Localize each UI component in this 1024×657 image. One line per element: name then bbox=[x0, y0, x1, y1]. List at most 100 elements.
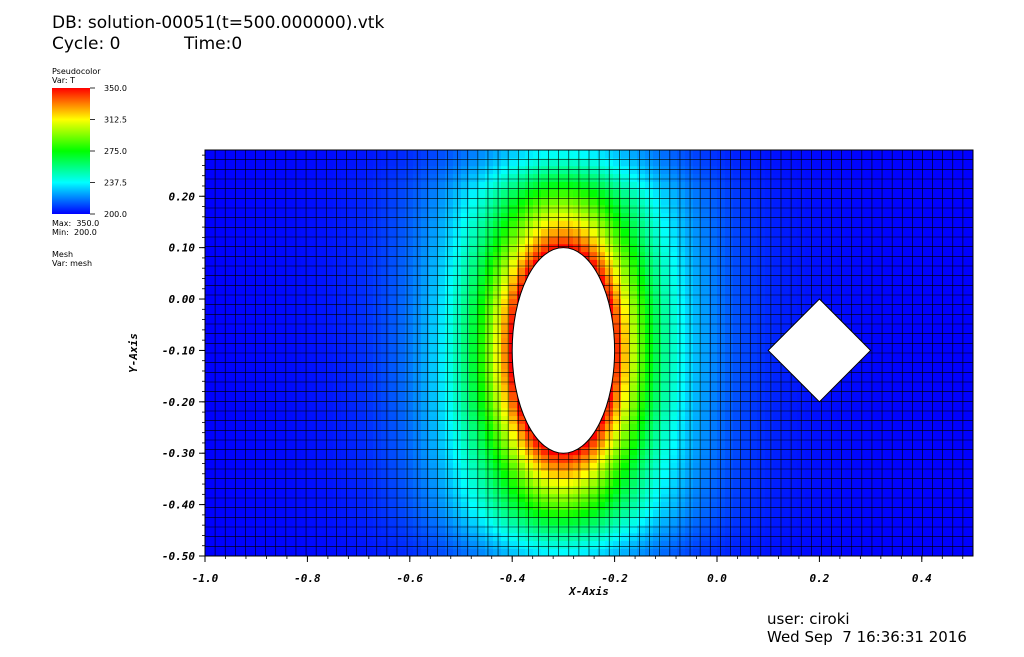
field-cell bbox=[917, 313, 926, 323]
field-cell bbox=[581, 173, 590, 182]
field-cell bbox=[205, 353, 214, 362]
field-cell bbox=[373, 524, 382, 534]
field-cell bbox=[733, 431, 742, 440]
field-cell bbox=[885, 165, 894, 175]
field-cell bbox=[909, 477, 918, 487]
field-cell bbox=[253, 353, 262, 362]
field-cell bbox=[557, 173, 566, 182]
field-cell bbox=[477, 376, 486, 385]
field-cell bbox=[429, 157, 438, 167]
field-cell bbox=[597, 477, 606, 487]
field-cell bbox=[445, 438, 454, 448]
field-cell bbox=[613, 321, 622, 331]
field-cell bbox=[917, 298, 926, 307]
field-cell bbox=[957, 204, 966, 214]
field-cell bbox=[885, 306, 894, 315]
field-cell bbox=[269, 540, 278, 549]
field-cell bbox=[477, 259, 486, 268]
field-cell bbox=[437, 196, 446, 206]
field-cell bbox=[333, 423, 342, 432]
field-cell bbox=[317, 438, 326, 448]
field-cell bbox=[477, 524, 486, 534]
field-cell bbox=[917, 501, 926, 510]
field-cell bbox=[733, 516, 742, 526]
field-cell bbox=[445, 407, 454, 417]
field-cell bbox=[853, 228, 862, 237]
field-cell bbox=[717, 516, 726, 526]
field-cell bbox=[293, 446, 302, 456]
field-cell bbox=[645, 392, 654, 401]
field-cell bbox=[381, 259, 390, 268]
field-cell bbox=[949, 173, 958, 182]
field-cell bbox=[701, 181, 710, 190]
field-cell bbox=[949, 157, 958, 167]
field-cell bbox=[629, 415, 638, 424]
field-cell bbox=[885, 485, 894, 495]
field-cell bbox=[837, 306, 846, 315]
field-cell bbox=[645, 462, 654, 471]
field-cell bbox=[693, 204, 702, 214]
field-cell bbox=[405, 485, 414, 495]
field-cell bbox=[333, 392, 342, 401]
field-cell bbox=[629, 399, 638, 409]
field-cell bbox=[573, 212, 582, 221]
field-cell bbox=[869, 485, 878, 495]
field-cell bbox=[925, 212, 934, 221]
field-cell bbox=[517, 477, 526, 487]
field-cell bbox=[349, 337, 358, 346]
field-cell bbox=[813, 220, 822, 229]
field-cell bbox=[213, 423, 222, 432]
field-cell bbox=[333, 274, 342, 284]
field-cell bbox=[429, 376, 438, 385]
field-cell bbox=[429, 399, 438, 409]
field-cell bbox=[677, 524, 686, 534]
field-cell bbox=[573, 485, 582, 495]
field-cell bbox=[429, 243, 438, 253]
field-cell bbox=[533, 470, 542, 479]
field-cell bbox=[621, 321, 630, 331]
field-cell bbox=[405, 321, 414, 331]
field-cell bbox=[621, 189, 630, 198]
field-cell bbox=[629, 501, 638, 510]
field-cell bbox=[757, 353, 766, 362]
field-cell bbox=[941, 196, 950, 206]
field-cell bbox=[765, 360, 774, 370]
field-cell bbox=[445, 485, 454, 495]
field-cell bbox=[853, 189, 862, 198]
field-cell bbox=[789, 313, 798, 323]
field-cell bbox=[485, 150, 494, 159]
mesh-legend-variable: Var: mesh bbox=[52, 259, 93, 268]
field-cell bbox=[333, 360, 342, 370]
field-cell bbox=[333, 477, 342, 487]
field-cell bbox=[653, 181, 662, 190]
field-cell bbox=[701, 360, 710, 370]
field-cell bbox=[581, 501, 590, 510]
field-cell bbox=[581, 150, 590, 159]
field-cell bbox=[725, 384, 734, 393]
field-cell bbox=[829, 477, 838, 487]
field-cell bbox=[773, 251, 782, 260]
field-cell bbox=[373, 306, 382, 315]
field-cell bbox=[957, 540, 966, 549]
field-cell bbox=[917, 165, 926, 175]
field-cell bbox=[381, 454, 390, 463]
field-cell bbox=[701, 392, 710, 401]
field-cell bbox=[597, 235, 606, 245]
field-cell bbox=[645, 274, 654, 284]
field-cell bbox=[349, 306, 358, 315]
field-cell bbox=[453, 423, 462, 432]
field-cell bbox=[685, 477, 694, 487]
field-cell bbox=[861, 509, 870, 518]
field-cell bbox=[933, 267, 942, 276]
field-cell bbox=[517, 431, 526, 440]
field-cell bbox=[245, 267, 254, 276]
field-cell bbox=[949, 204, 958, 214]
field-cell bbox=[309, 516, 318, 526]
field-cell bbox=[765, 157, 774, 167]
field-cell bbox=[573, 470, 582, 479]
field-cell bbox=[941, 399, 950, 409]
field-cell bbox=[549, 485, 558, 495]
field-cell bbox=[269, 501, 278, 510]
field-cell bbox=[253, 189, 262, 198]
field-cell bbox=[405, 462, 414, 471]
